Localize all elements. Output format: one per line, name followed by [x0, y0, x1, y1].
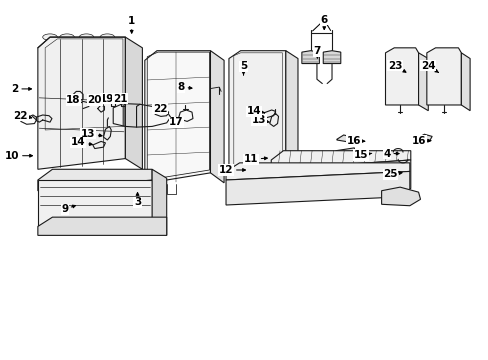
- Text: 1: 1: [128, 17, 135, 33]
- Text: 14: 14: [246, 107, 264, 116]
- Ellipse shape: [341, 150, 347, 153]
- Ellipse shape: [251, 118, 262, 129]
- Text: 14: 14: [71, 138, 92, 148]
- Polygon shape: [301, 51, 319, 64]
- Text: 19: 19: [100, 94, 115, 104]
- Polygon shape: [144, 51, 210, 184]
- Polygon shape: [38, 217, 166, 235]
- Polygon shape: [335, 148, 354, 157]
- Text: 21: 21: [113, 94, 127, 104]
- Polygon shape: [460, 53, 469, 111]
- Ellipse shape: [100, 34, 115, 40]
- Polygon shape: [285, 51, 297, 184]
- Text: 4: 4: [383, 149, 398, 158]
- Text: 13: 13: [81, 129, 102, 139]
- Ellipse shape: [42, 34, 57, 40]
- Text: 5: 5: [240, 62, 246, 75]
- Text: 13: 13: [251, 115, 269, 125]
- Polygon shape: [271, 151, 410, 169]
- Text: 2: 2: [11, 84, 31, 94]
- Polygon shape: [38, 180, 152, 226]
- Polygon shape: [271, 160, 410, 198]
- Text: 25: 25: [382, 169, 401, 179]
- Polygon shape: [210, 51, 224, 183]
- Text: 7: 7: [313, 46, 321, 58]
- Polygon shape: [38, 37, 125, 169]
- Text: 8: 8: [177, 82, 192, 92]
- Text: 16: 16: [346, 136, 364, 146]
- Text: 15: 15: [353, 150, 371, 160]
- Text: 11: 11: [243, 154, 267, 164]
- Polygon shape: [38, 169, 152, 191]
- Polygon shape: [381, 187, 420, 206]
- Text: 9: 9: [61, 204, 75, 214]
- Ellipse shape: [60, 34, 74, 40]
- Ellipse shape: [251, 60, 262, 71]
- Polygon shape: [125, 37, 142, 169]
- Polygon shape: [228, 51, 285, 184]
- Text: 24: 24: [420, 61, 438, 72]
- Text: 17: 17: [169, 117, 183, 127]
- Text: 16: 16: [411, 136, 430, 146]
- Polygon shape: [418, 53, 427, 111]
- Text: 20: 20: [87, 95, 102, 105]
- Polygon shape: [152, 169, 166, 235]
- Text: 18: 18: [66, 95, 81, 105]
- Polygon shape: [336, 135, 352, 142]
- Polygon shape: [417, 134, 431, 141]
- Text: 22: 22: [152, 104, 167, 113]
- Ellipse shape: [251, 89, 262, 100]
- Ellipse shape: [79, 34, 94, 40]
- Polygon shape: [323, 51, 340, 64]
- Text: 12: 12: [218, 165, 245, 175]
- Text: 23: 23: [387, 61, 405, 72]
- Polygon shape: [225, 171, 409, 205]
- Text: 22: 22: [14, 111, 32, 121]
- Polygon shape: [426, 48, 460, 105]
- Text: 6: 6: [320, 15, 327, 30]
- Polygon shape: [385, 48, 418, 105]
- Text: 3: 3: [134, 193, 141, 207]
- Text: 10: 10: [5, 151, 32, 161]
- Polygon shape: [225, 163, 409, 180]
